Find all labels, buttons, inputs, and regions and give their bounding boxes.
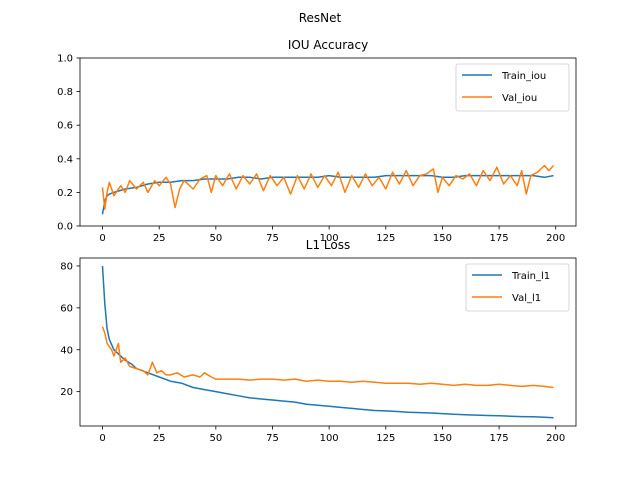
x-tick-label: 100 [320, 433, 339, 444]
series-lines [101, 164, 555, 215]
x-tick-label: 25 [153, 433, 166, 444]
x-tick-label: 50 [209, 433, 222, 444]
x-tick-label: 200 [546, 433, 565, 444]
x-tick-label: 75 [266, 433, 279, 444]
series-line-val-iou [101, 164, 555, 210]
y-tick-label: 0.8 [57, 87, 73, 98]
x-tick-label: 175 [490, 433, 509, 444]
y-tick-label: 0.6 [57, 121, 73, 132]
y-tick-label: 40 [60, 345, 73, 356]
x-tick-label: 100 [320, 233, 339, 244]
x-tick-label: 0 [99, 433, 105, 444]
series-line-val-l1 [101, 326, 554, 389]
x-tick-label: 175 [490, 233, 509, 244]
x-tick-label: 0 [99, 233, 105, 244]
legend-label-train-iou: Train_iou [501, 71, 546, 82]
legend: Train_iou Val_iou [455, 63, 570, 112]
series-lines [101, 265, 554, 419]
y-tick-label: 60 [60, 303, 73, 314]
x-tick-label: 125 [376, 433, 395, 444]
legend-label-val-iou: Val_iou [502, 93, 537, 104]
series-line-train-l1 [101, 265, 554, 419]
x-tick-label: 200 [546, 233, 565, 244]
y-tick-label: 20 [60, 387, 73, 398]
panel-title: IOU Accuracy [288, 38, 368, 52]
axes-frame [79, 257, 577, 427]
axes-frame [79, 57, 577, 227]
y-tick-label: 1.0 [57, 54, 73, 65]
y-tick-label: 0.4 [57, 154, 73, 165]
x-tick-label: 50 [209, 233, 222, 244]
x-tick-label: 25 [153, 233, 166, 244]
legend: Train_l1 Val_l1 [465, 263, 570, 312]
iou-accuracy-panel: IOU Accuracy 0 25 50 75 100 125 150 175 200 0.0 0.… [57, 38, 577, 245]
legend-label-val-l1: Val_l1 [512, 293, 541, 304]
x-tick-label: 75 [266, 233, 279, 244]
y-tick-label: 0.0 [57, 222, 73, 233]
x-tick-label: 150 [433, 233, 452, 244]
x-tick-label: 125 [376, 233, 395, 244]
axis-ticks: 0 25 50 75 100 125 150 175 200 20 40 60 80 [60, 261, 565, 444]
panel-title: L1 Loss [306, 238, 350, 252]
y-tick-label: 80 [60, 261, 73, 272]
y-tick-label: 0.2 [57, 188, 73, 199]
axis-ticks: 0 25 50 75 100 125 150 175 200 0.0 0.2 0.4 0.6 0.8 1.0 [57, 54, 565, 245]
figure-suptitle: ResNet [299, 11, 342, 25]
x-tick-label: 150 [433, 433, 452, 444]
legend-label-train-l1: Train_l1 [511, 271, 550, 282]
l1-loss-panel: L1 Loss 0 25 50 75 100 125 150 175 200 20 40 60 80 T… [60, 238, 577, 444]
